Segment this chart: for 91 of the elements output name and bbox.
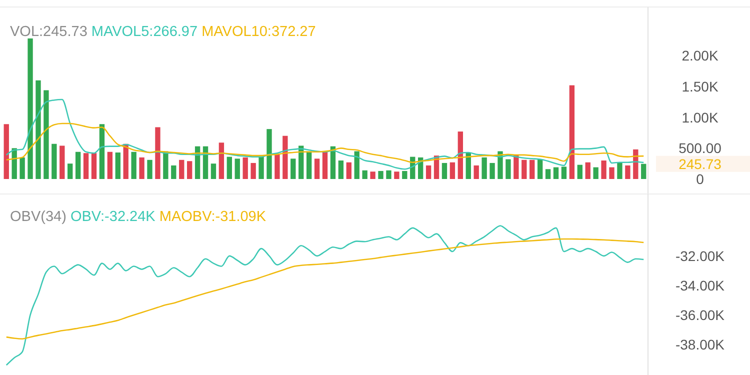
bar xyxy=(442,162,448,179)
bar xyxy=(75,152,81,179)
bar xyxy=(482,157,487,179)
bar xyxy=(585,162,590,179)
bar xyxy=(258,156,264,179)
bar xyxy=(530,160,535,179)
bar xyxy=(274,154,280,179)
bar xyxy=(99,124,105,179)
bar xyxy=(330,146,336,179)
bar xyxy=(354,151,360,179)
bar xyxy=(314,158,320,179)
bar xyxy=(378,170,384,179)
bar xyxy=(561,166,567,179)
bar xyxy=(450,162,456,179)
bar xyxy=(474,165,479,179)
text: OBV(34) xyxy=(10,209,66,225)
bar xyxy=(52,144,57,179)
bar xyxy=(593,167,598,179)
bar xyxy=(386,170,392,179)
y-tick-label: 2.00K xyxy=(682,48,719,64)
bar xyxy=(20,157,25,179)
bar xyxy=(394,172,400,179)
bar xyxy=(426,165,432,179)
bar xyxy=(306,151,312,179)
y-tick-label: -32.00K xyxy=(675,248,726,264)
bar xyxy=(458,132,464,179)
bar xyxy=(338,160,344,179)
bar xyxy=(218,142,224,179)
series-label: VOL:245.73 xyxy=(10,24,88,40)
bar xyxy=(250,162,256,179)
bar xyxy=(514,154,519,179)
bar xyxy=(4,124,9,179)
bar xyxy=(370,172,376,179)
bar xyxy=(234,158,240,179)
y-tick-label: 1.50K xyxy=(682,78,719,94)
bar xyxy=(601,160,606,179)
bar xyxy=(266,129,272,179)
bar xyxy=(322,151,328,179)
y-tick-label: 1.00K xyxy=(682,109,719,126)
line-series xyxy=(6,122,644,164)
y-tick-label: -36.00K xyxy=(675,306,726,323)
bar xyxy=(506,159,511,179)
bar xyxy=(522,160,527,179)
bar xyxy=(617,162,622,179)
bar xyxy=(625,165,630,179)
bar xyxy=(107,152,113,179)
bar xyxy=(210,164,216,179)
bar xyxy=(28,38,33,179)
bar xyxy=(83,153,89,179)
bar xyxy=(115,152,120,179)
y-tick-label: 0 xyxy=(696,170,704,187)
bar xyxy=(346,162,352,179)
line-series xyxy=(6,225,644,366)
bar xyxy=(36,80,41,179)
text: MAVOL5:266.97 xyxy=(87,24,198,40)
bar xyxy=(171,165,176,179)
bar xyxy=(179,160,184,179)
bar xyxy=(577,164,582,179)
text: OBV:-32.24K xyxy=(66,209,156,225)
y-tick-label: -34.00K xyxy=(675,277,726,294)
bar xyxy=(498,151,503,179)
line-series xyxy=(6,238,644,340)
bar xyxy=(282,136,288,179)
bar xyxy=(402,170,408,179)
bar xyxy=(242,157,248,179)
bar xyxy=(44,90,49,179)
bar xyxy=(68,164,73,179)
bar xyxy=(155,127,160,179)
bar xyxy=(290,158,296,179)
bar xyxy=(545,169,551,179)
bar xyxy=(553,167,559,179)
text: 245.73 xyxy=(678,156,722,172)
bar xyxy=(609,167,614,179)
bar xyxy=(60,146,65,179)
bar xyxy=(569,85,575,179)
bar xyxy=(139,157,144,179)
bar xyxy=(91,153,97,179)
bar xyxy=(641,164,646,179)
bar xyxy=(147,160,152,179)
text: MAOBV:-31.09K xyxy=(155,209,266,225)
y-tick-label: -38.00K xyxy=(675,336,726,352)
y-tick-label: 500.00 xyxy=(678,140,722,156)
line-series xyxy=(6,98,644,170)
bar xyxy=(537,159,543,179)
bar xyxy=(226,156,232,179)
bar xyxy=(186,161,192,179)
bar xyxy=(362,170,368,179)
bar xyxy=(131,152,136,179)
bar xyxy=(163,151,168,179)
bar xyxy=(490,162,495,179)
text: MAVOL10:372.27 xyxy=(198,24,316,40)
